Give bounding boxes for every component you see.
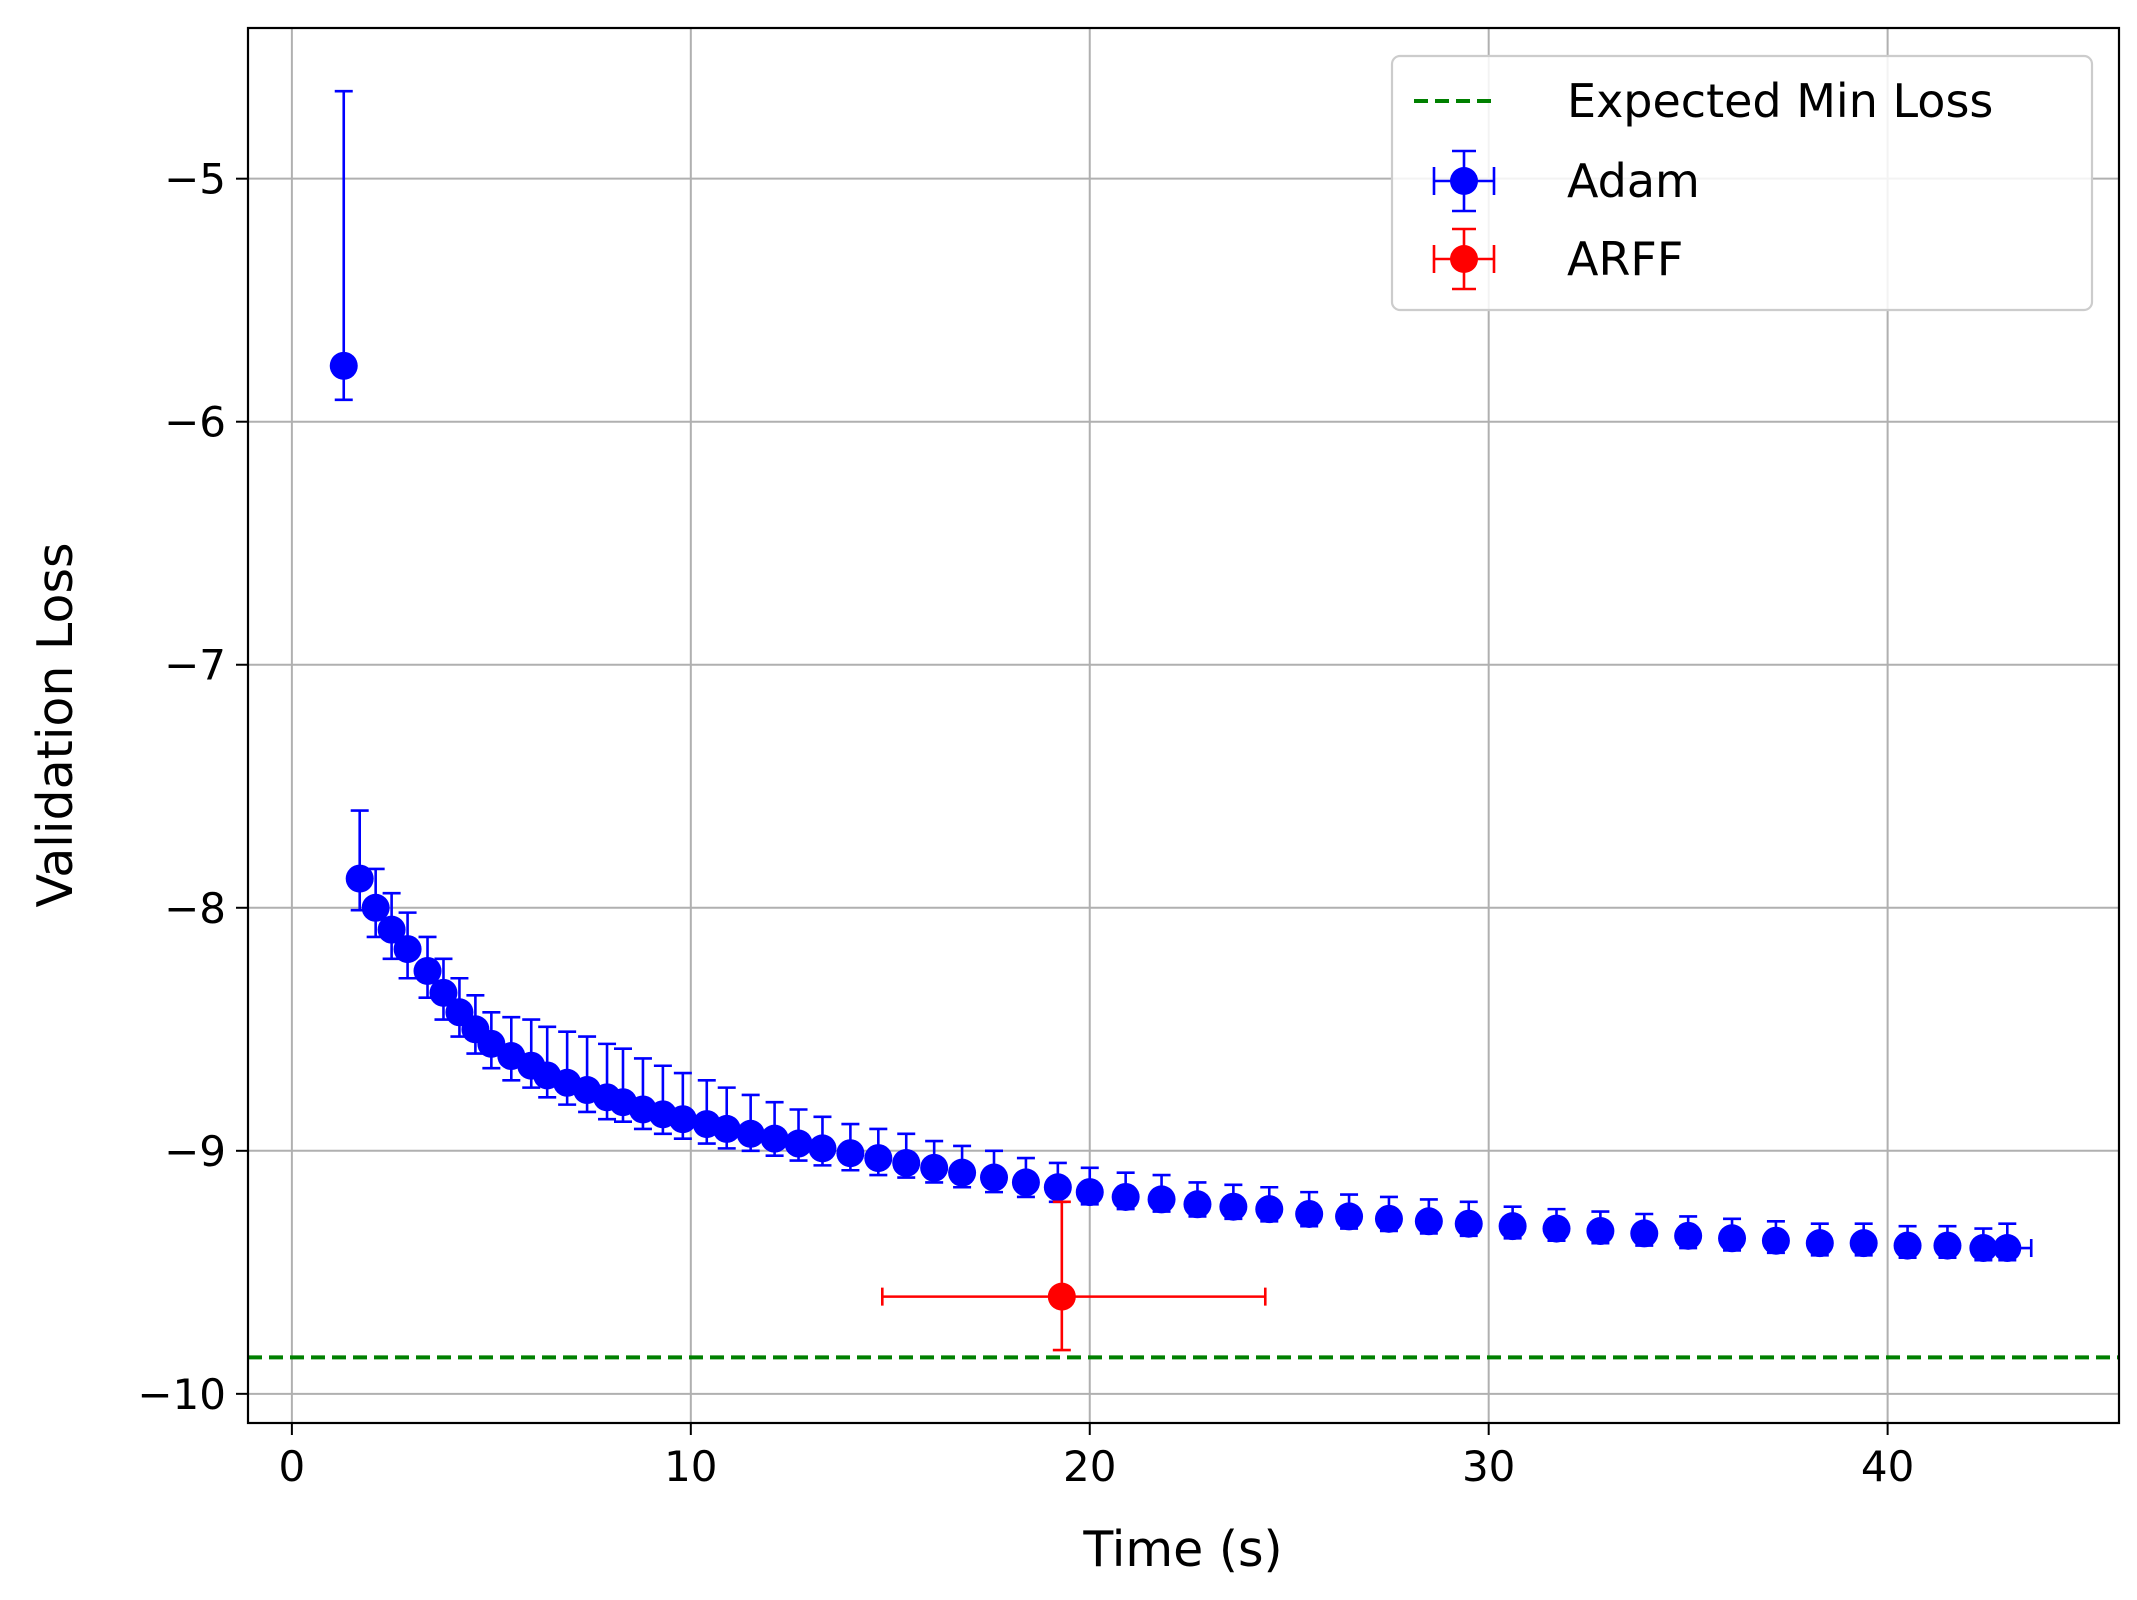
data-point-adam [1414, 1207, 1443, 1236]
data-point-adam [980, 1163, 1009, 1192]
x-tick-label: 30 [1462, 1442, 1515, 1491]
y-tick-label: −10 [137, 1370, 226, 1419]
data-point-adam [1111, 1182, 1140, 1211]
y-tick-label: −8 [164, 884, 226, 933]
data-point-adam [329, 351, 358, 380]
data-point-adam [736, 1119, 765, 1148]
data-point-adam [920, 1153, 949, 1182]
data-point-adam [1993, 1234, 2022, 1263]
data-point-adam [1183, 1190, 1212, 1219]
data-point-adam [760, 1124, 789, 1153]
data-point-adam [1374, 1204, 1403, 1233]
series-layer [329, 89, 2033, 1352]
data-point-adam [836, 1139, 865, 1168]
x-tick-label: 0 [279, 1442, 306, 1491]
data-point-adam [864, 1144, 893, 1173]
data-point-adam [377, 915, 406, 944]
data-point-adam [1674, 1221, 1703, 1250]
data-point-adam [1586, 1217, 1615, 1246]
y-tick-label: −5 [164, 155, 226, 204]
data-point-adam [1295, 1199, 1324, 1228]
data-point-adam [1498, 1212, 1527, 1241]
y-tick-label: −6 [164, 398, 226, 447]
ticks: 0 10 20 30 40 −10 −9 −8 −7 −6 −5 [137, 155, 1914, 1491]
data-point-adam [1075, 1178, 1104, 1207]
y-tick-label: −7 [164, 641, 226, 690]
data-point-adam [1718, 1224, 1747, 1253]
data-point-adam [1893, 1231, 1922, 1260]
data-point-adam [413, 956, 442, 985]
data-point-adam [1542, 1214, 1571, 1243]
data-point-adam [1630, 1219, 1659, 1248]
x-axis-label: Time (s) [1082, 1521, 1282, 1578]
data-point-adam [784, 1129, 813, 1158]
data-point-adam [429, 978, 458, 1007]
data-point-adam [393, 935, 422, 964]
data-point-arff [1047, 1282, 1076, 1311]
data-point-adam [948, 1158, 977, 1187]
data-point-adam [712, 1114, 741, 1143]
data-point-adam [1969, 1234, 1998, 1263]
legend-handle-adam [1432, 149, 1496, 213]
legend: Expected Min Loss Adam ARFF [1390, 54, 2094, 312]
x-tick-label: 40 [1861, 1442, 1914, 1491]
data-point-adam [1043, 1173, 1072, 1202]
data-point-adam [1761, 1226, 1790, 1255]
series-arff [881, 1200, 1267, 1352]
data-point-adam [1849, 1229, 1878, 1258]
data-point-adam [892, 1148, 921, 1177]
legend-label-expected-min-loss: Expected Min Loss [1567, 74, 1993, 128]
data-point-adam [1147, 1185, 1176, 1214]
y-tick-label: −9 [164, 1127, 226, 1176]
data-point-adam [668, 1105, 697, 1134]
data-point-adam [361, 893, 390, 922]
y-axis-label: Validation Loss [27, 542, 84, 907]
data-point-adam [1454, 1209, 1483, 1238]
data-point-adam [1011, 1168, 1040, 1197]
data-point-adam [1219, 1192, 1248, 1221]
data-point-adam [1255, 1195, 1284, 1224]
data-point-adam [345, 864, 374, 893]
axes-frame [246, 26, 2121, 1425]
legend-handle-arff [1432, 227, 1496, 291]
data-point-adam [1805, 1229, 1834, 1258]
data-point-adam [1335, 1202, 1364, 1231]
legend-label-adam: Adam [1567, 154, 1700, 208]
x-tick-label: 10 [664, 1442, 717, 1491]
series-adam [329, 89, 2033, 1263]
x-tick-label: 20 [1063, 1442, 1116, 1491]
data-point-adam [808, 1134, 837, 1163]
legend-box [1390, 54, 2094, 312]
data-point-adam [1933, 1231, 1962, 1260]
legend-label-arff: ARFF [1567, 232, 1683, 286]
